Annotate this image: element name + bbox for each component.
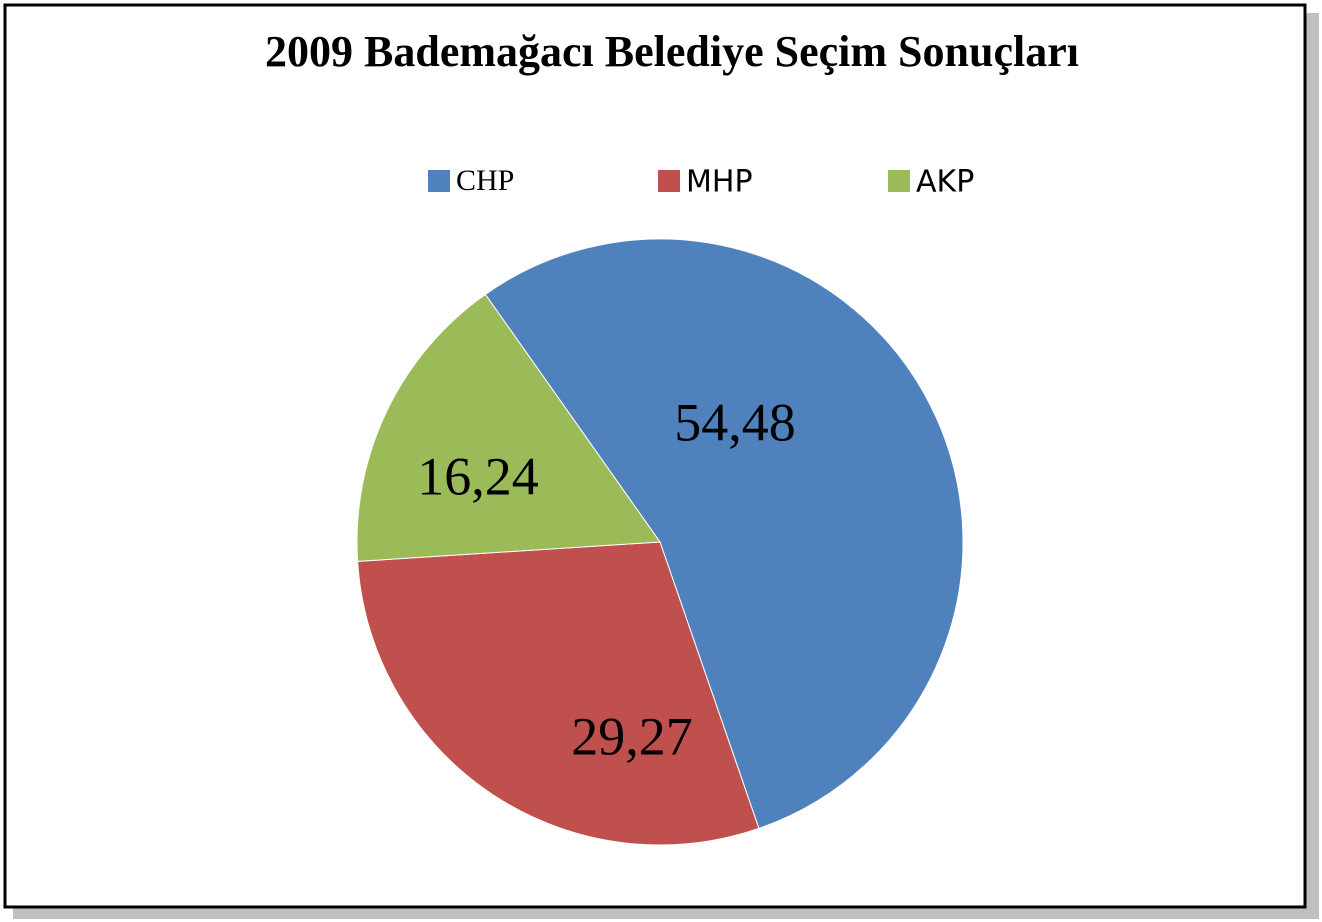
- legend-label: MHP: [686, 165, 753, 200]
- pie-slice: [356, 293, 661, 562]
- data-label: 54,48: [674, 392, 796, 452]
- legend-swatch: [658, 170, 680, 192]
- chart-title: 2009 Bademağacı Belediye Seçim Sonuçları: [265, 27, 1079, 76]
- legend-label: CHP: [456, 164, 514, 197]
- legend-swatch: [428, 170, 450, 192]
- pie-slice: [484, 238, 964, 830]
- data-label: 29,27: [571, 706, 693, 766]
- legend-label: AKP: [916, 165, 974, 200]
- data-label: 16,24: [417, 446, 539, 506]
- legend-swatch: [888, 170, 910, 192]
- pie-slice: [357, 541, 760, 846]
